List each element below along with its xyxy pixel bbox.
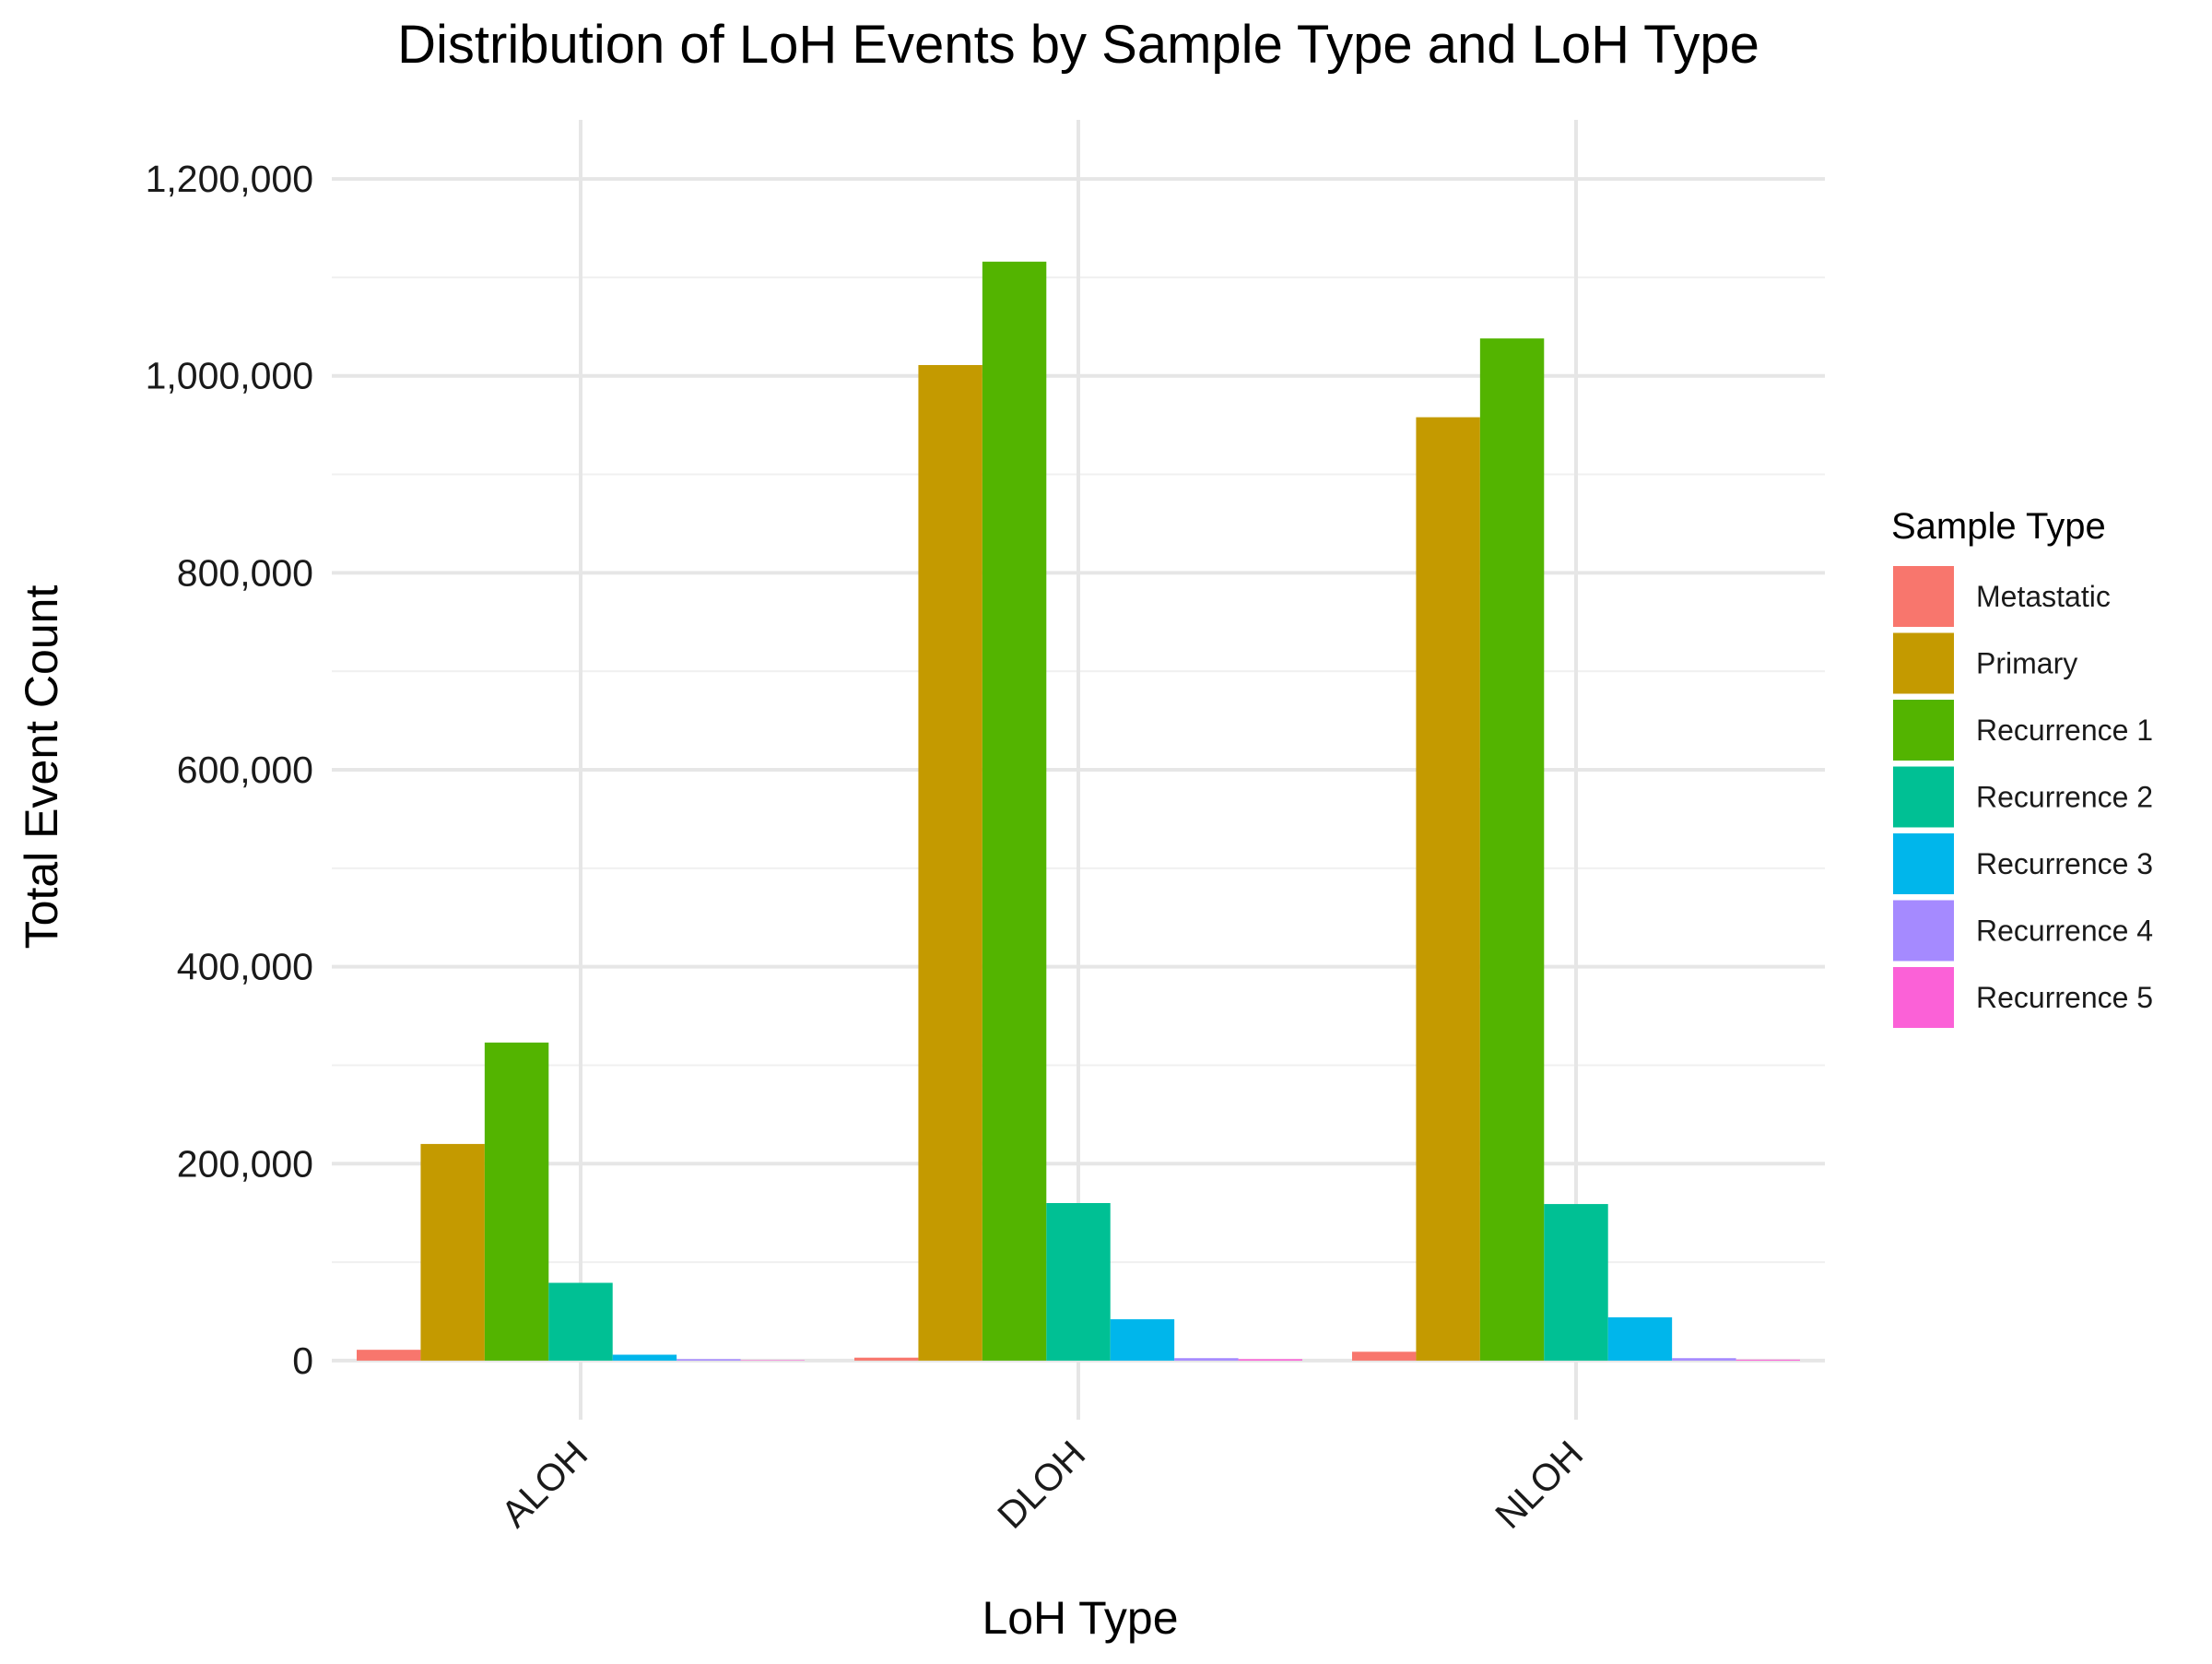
- y-tick-label: 1,200,000: [146, 158, 313, 200]
- bar: [1352, 1351, 1417, 1361]
- y-tick-label: 600,000: [177, 749, 313, 791]
- y-axis-title: Total Event Count: [16, 585, 67, 950]
- bar: [740, 1360, 805, 1361]
- y-tick-label: 200,000: [177, 1142, 313, 1185]
- legend-label: Recurrence 2: [1976, 781, 2153, 814]
- legend-label: Recurrence 4: [1976, 915, 2153, 948]
- bars: [357, 261, 1800, 1361]
- legend-items: Metastatic Primary Recurrence 1 Recurrence …: [1893, 566, 2153, 1028]
- bar: [612, 1354, 677, 1361]
- bar: [1238, 1359, 1302, 1361]
- bar: [357, 1350, 421, 1361]
- bar: [982, 261, 1047, 1361]
- grid-lines: [332, 120, 1825, 1420]
- bar: [918, 364, 982, 1361]
- legend-label: Recurrence 1: [1976, 714, 2153, 747]
- legend-key: [1893, 766, 1954, 828]
- legend-key: [1893, 967, 1954, 1028]
- y-tick-label: 800,000: [177, 551, 313, 594]
- bar: [677, 1359, 741, 1361]
- bar: [484, 1042, 549, 1361]
- legend-label: Primary: [1976, 647, 2077, 680]
- x-axis-title: LoH Type: [982, 1592, 1178, 1644]
- bar: [420, 1143, 485, 1361]
- bar: [854, 1357, 919, 1361]
- legend: Sample Type Metastatic Primary Recurrence …: [1891, 506, 2153, 1028]
- y-tick-label: 0: [292, 1339, 313, 1382]
- bar: [1607, 1316, 1673, 1361]
- bar: [1479, 338, 1545, 1361]
- bar: [548, 1282, 613, 1361]
- bar: [1110, 1319, 1175, 1361]
- chart-title: Distribution of LoH Events by Sample Typ…: [397, 15, 1759, 75]
- legend-title: Sample Type: [1891, 506, 2106, 547]
- legend-key: [1893, 566, 1954, 627]
- y-tick-label: 1,000,000: [146, 355, 313, 397]
- legend-key: [1893, 900, 1954, 962]
- y-tick-label: 400,000: [177, 946, 313, 988]
- bar: [1046, 1203, 1111, 1361]
- bar: [1416, 417, 1480, 1361]
- bar: [1735, 1359, 1800, 1361]
- legend-label: Recurrence 5: [1976, 981, 2153, 1014]
- bar: [1544, 1204, 1608, 1361]
- legend-label: Metastatic: [1976, 580, 2111, 613]
- legend-key: [1893, 700, 1954, 761]
- legend-key: [1893, 833, 1954, 894]
- bar: [1174, 1358, 1239, 1361]
- bar: [1672, 1358, 1736, 1361]
- legend-label: Recurrence 3: [1976, 847, 2153, 880]
- y-tick-labels: 0 200,000 400,000 600,000 800,000 1,000,000 1,…: [146, 158, 313, 1382]
- legend-key: [1893, 632, 1954, 694]
